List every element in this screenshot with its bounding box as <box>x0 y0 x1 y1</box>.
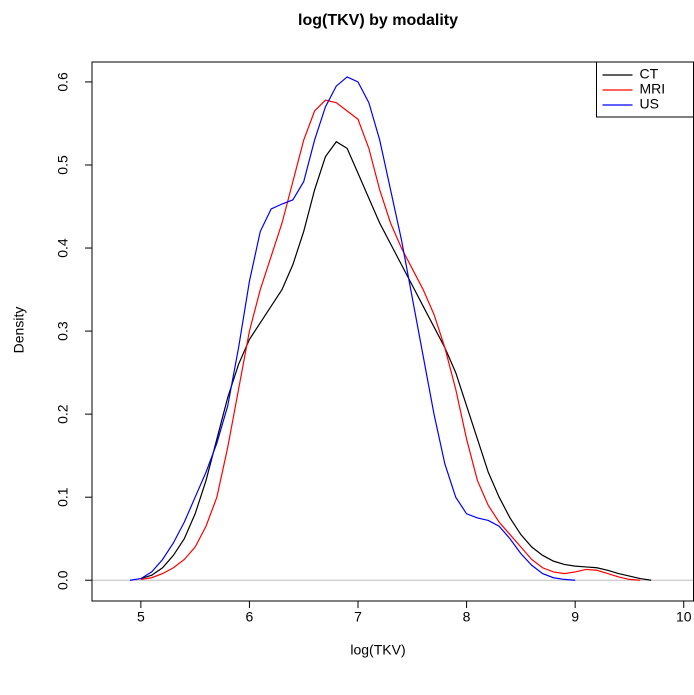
chart-title: log(TKV) by modality <box>298 12 458 29</box>
y-tick-label: 0.6 <box>55 72 71 92</box>
x-tick-label: 5 <box>137 609 145 625</box>
y-tick-label: 0.0 <box>55 570 71 590</box>
y-tick-label: 0.3 <box>55 321 71 341</box>
legend-label: CT <box>640 66 659 82</box>
density-line <box>129 76 576 581</box>
x-tick-label: 8 <box>463 609 471 625</box>
y-tick-label: 0.1 <box>55 487 71 507</box>
x-tick-label: 10 <box>676 609 692 625</box>
legend-label: MRI <box>640 81 666 97</box>
x-tick-label: 9 <box>571 609 579 625</box>
y-tick-label: 0.5 <box>55 155 71 175</box>
y-tick-label: 0.4 <box>55 238 71 258</box>
y-tick-label: 0.2 <box>55 404 71 424</box>
y-axis-label: Density <box>11 307 27 354</box>
x-axis-label: log(TKV) <box>350 642 405 658</box>
legend-label: US <box>640 96 659 112</box>
x-tick-label: 6 <box>246 609 254 625</box>
density-line <box>140 99 641 581</box>
density-line <box>140 140 652 581</box>
x-tick-label: 7 <box>354 609 362 625</box>
